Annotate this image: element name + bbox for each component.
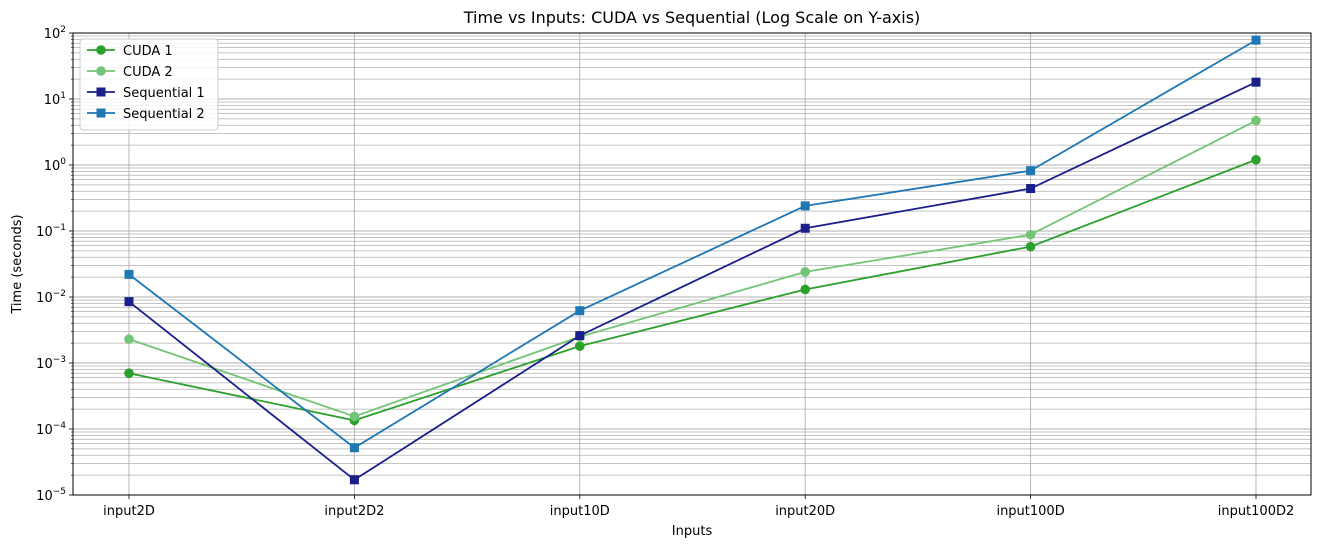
- y-tick-base: 10: [44, 159, 61, 174]
- grid: [73, 32, 1311, 496]
- data-point: [1251, 77, 1261, 87]
- data-point: [800, 284, 810, 295]
- data-point: [1251, 115, 1261, 126]
- y-tick-base: 10: [36, 291, 53, 306]
- legend-label: CUDA 1: [123, 44, 173, 59]
- data-point: [124, 334, 134, 344]
- data-point: [124, 368, 134, 379]
- y-tick-label: 101: [44, 91, 66, 108]
- plot-frame: [72, 32, 1312, 496]
- legend-label: Sequential 1: [123, 86, 205, 101]
- legend-box: [79, 38, 219, 131]
- x-axis-label: Inputs: [672, 524, 713, 539]
- x-tick-label: input20D: [775, 504, 835, 519]
- data-point: [1251, 35, 1261, 45]
- y-tick-base: 10: [44, 27, 61, 42]
- y-tick-label: 102: [44, 25, 66, 42]
- legend-label: Sequential 2: [123, 107, 205, 122]
- legend: CUDA 1 CUDA 2 Sequential 1 Sequential 2: [79, 38, 219, 131]
- x-tick-label: input2D2: [324, 504, 384, 519]
- data-point: [575, 306, 585, 316]
- data-point: [349, 411, 360, 422]
- data-point: [124, 269, 134, 279]
- series-line: [128, 81, 1257, 481]
- legend-label: CUDA 2: [123, 65, 173, 80]
- series-line: [128, 119, 1257, 418]
- chart-title: Time vs Inputs: CUDA vs Sequential (Log …: [463, 8, 921, 27]
- y-tick-exponent: 2: [60, 25, 66, 35]
- series-sequential-1: [124, 77, 1261, 485]
- data-point: [1025, 229, 1036, 240]
- y-tick-exponent: −2: [53, 289, 66, 299]
- data-point: [124, 297, 134, 307]
- y-tick-exponent: 0: [60, 157, 66, 167]
- ticks: input2D input2D2 input10D input20D input100D…: [36, 25, 1294, 519]
- data-point: [1251, 154, 1261, 165]
- series-line: [128, 158, 1257, 422]
- y-tick-label: 10−4: [36, 421, 66, 438]
- legend-marker: [96, 45, 106, 55]
- x-tick-label: input2D: [103, 504, 155, 519]
- y-tick-exponent: 1: [60, 91, 66, 101]
- x-tick-label: input10D: [550, 504, 610, 519]
- data-point: [800, 201, 810, 211]
- series-cuda-1: [124, 154, 1261, 426]
- y-tick-label: 100: [44, 157, 67, 174]
- data-point: [800, 223, 810, 233]
- data-point: [575, 341, 585, 351]
- data-point: [1026, 184, 1036, 194]
- legend-marker: [96, 108, 106, 118]
- y-tick-base: 10: [36, 489, 53, 504]
- y-tick-label: 10−3: [36, 355, 66, 372]
- y-tick-exponent: −1: [53, 223, 66, 233]
- y-tick-base: 10: [36, 357, 53, 372]
- data-point: [349, 475, 359, 485]
- y-tick-exponent: −3: [53, 355, 66, 365]
- data-point: [800, 267, 810, 277]
- y-tick-base: 10: [36, 423, 53, 438]
- series-line: [128, 39, 1257, 449]
- data-point: [1025, 241, 1036, 252]
- y-tick-exponent: −4: [53, 421, 67, 431]
- x-tick-label: input100D: [996, 504, 1064, 519]
- y-tick-label: 10−2: [36, 289, 66, 306]
- series-sequential-2: [124, 35, 1261, 453]
- y-tick-base: 10: [44, 93, 61, 108]
- series-layer: [124, 35, 1261, 485]
- data-point: [1026, 166, 1036, 176]
- data-point: [349, 443, 359, 453]
- series-cuda-2: [124, 115, 1261, 422]
- x-tick-label: input100D2: [1218, 504, 1295, 519]
- data-point: [575, 331, 585, 341]
- legend-marker: [96, 66, 106, 76]
- y-axis-label: Time (seconds): [10, 214, 25, 314]
- legend-marker: [96, 87, 106, 97]
- y-tick-label: 10−5: [36, 487, 66, 504]
- y-tick-label: 10−1: [36, 223, 66, 240]
- y-tick-base: 10: [36, 225, 53, 240]
- y-tick-exponent: −5: [53, 487, 66, 497]
